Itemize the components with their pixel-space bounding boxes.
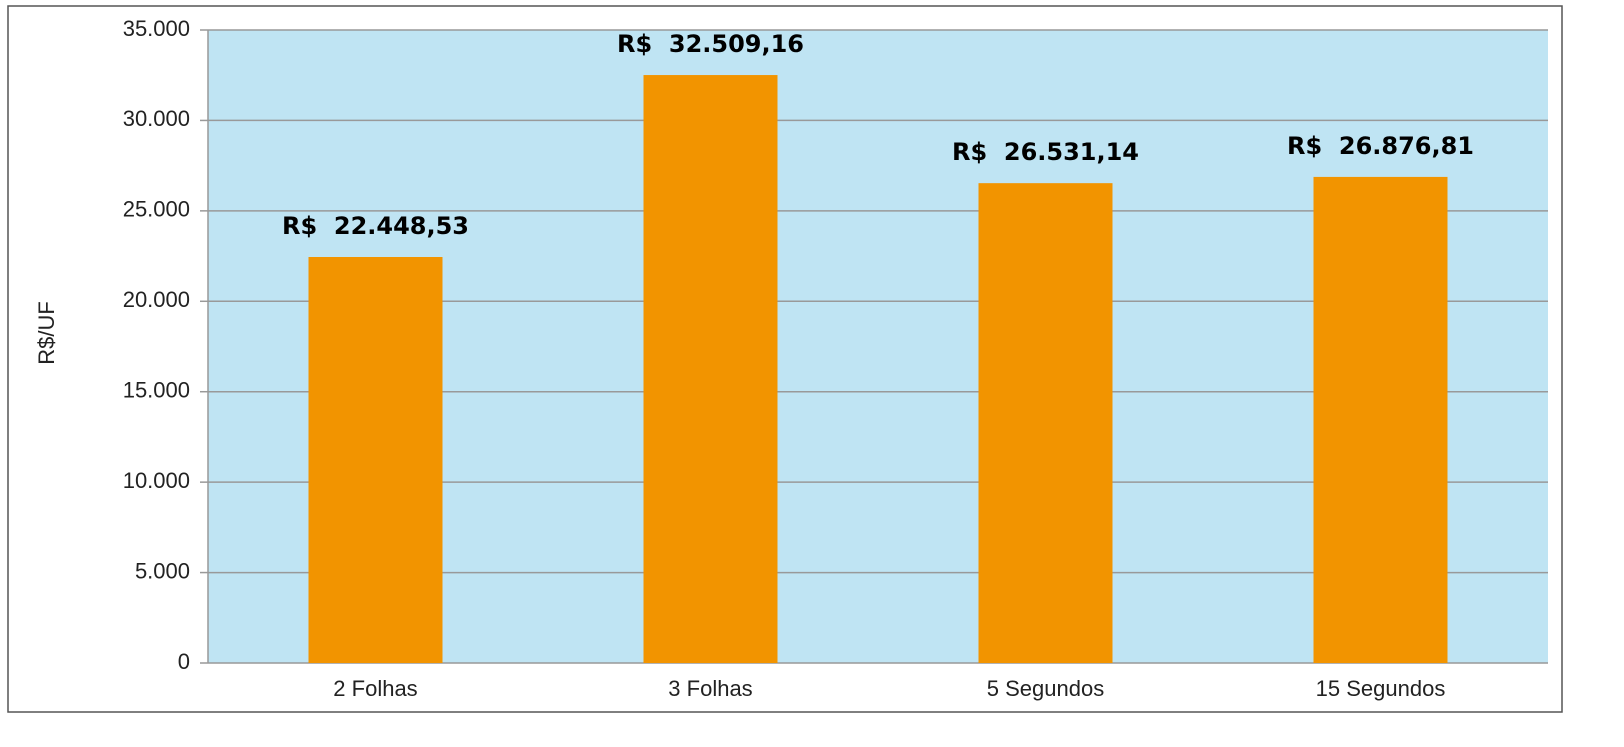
y-tick-label: 30.000 (123, 106, 190, 131)
y-tick-label: 35.000 (123, 16, 190, 41)
bar (308, 257, 443, 663)
value-label: R$ 26.876,81 (1287, 132, 1474, 160)
y-tick-label: 20.000 (123, 287, 190, 312)
value-label: R$ 32.509,16 (617, 30, 804, 58)
bar (643, 75, 778, 663)
y-tick-label: 0 (178, 649, 190, 674)
x-tick-label: 5 Segundos (987, 676, 1104, 701)
y-tick-label: 25.000 (123, 197, 190, 222)
value-label: R$ 26.531,14 (952, 138, 1139, 166)
y-tick-label: 10.000 (123, 468, 190, 493)
bar (1313, 176, 1448, 663)
y-tick-label: 5.000 (135, 558, 190, 583)
x-tick-label: 3 Folhas (668, 676, 752, 701)
x-tick-label: 15 Segundos (1316, 676, 1446, 701)
bar (978, 183, 1113, 663)
x-tick-label: 2 Folhas (333, 676, 417, 701)
value-label: R$ 22.448,53 (282, 212, 469, 240)
y-axis-label: R$/UF (34, 301, 59, 365)
y-tick-label: 15.000 (123, 378, 190, 403)
